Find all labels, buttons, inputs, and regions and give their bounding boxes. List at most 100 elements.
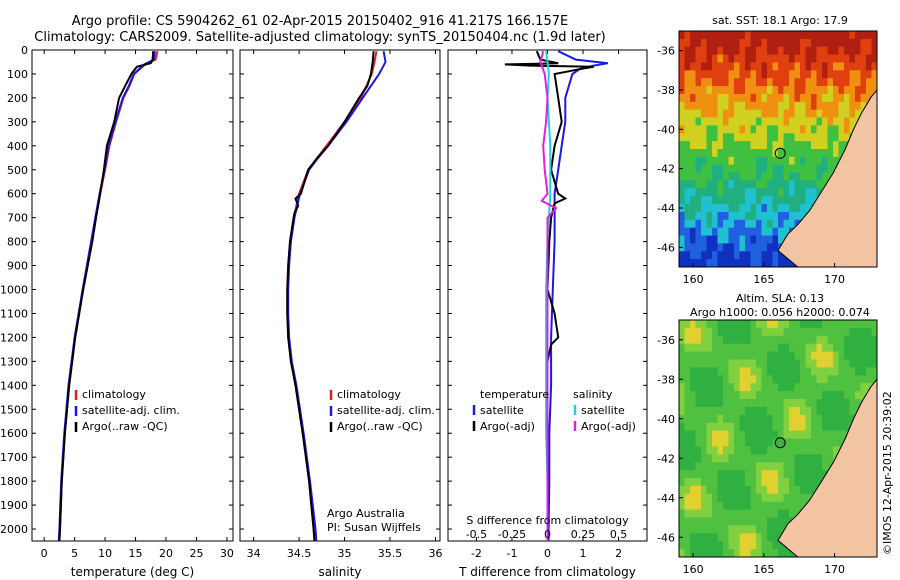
map-cell xyxy=(695,149,702,158)
map-cell xyxy=(772,517,779,526)
lat-tick-label: -36 xyxy=(657,334,675,347)
map-cell xyxy=(800,375,806,384)
map-cell xyxy=(756,227,762,237)
map-cell xyxy=(739,517,746,526)
map-cell xyxy=(811,454,817,463)
map-cell xyxy=(706,149,713,158)
map-cell xyxy=(816,462,823,471)
map-cell xyxy=(761,470,768,479)
x-tick-label: 2 xyxy=(615,547,622,560)
sst-map-title: sat. SST: 18.1 Argo: 17.9 xyxy=(712,14,848,27)
map-cell xyxy=(690,204,696,213)
lat-tick-label: -46 xyxy=(657,531,675,544)
map-cell xyxy=(800,335,806,345)
map-cell xyxy=(761,164,768,174)
map-cell xyxy=(833,109,839,119)
map-cell xyxy=(805,125,812,134)
map-cell xyxy=(717,172,724,181)
map-cell xyxy=(712,38,718,48)
map-cell xyxy=(756,375,762,384)
map-cell xyxy=(822,101,828,111)
map-cell xyxy=(778,399,784,408)
map-cell xyxy=(717,525,724,534)
map-cell xyxy=(767,454,773,463)
map-cell xyxy=(805,430,812,439)
map-cell xyxy=(712,86,718,95)
map-cell xyxy=(684,446,691,455)
map-cell xyxy=(822,438,828,447)
map-cell xyxy=(816,343,823,353)
map-cell xyxy=(745,493,751,503)
map-cell xyxy=(805,180,812,189)
map-cell xyxy=(822,31,828,40)
map-cell xyxy=(822,93,828,103)
map-cell xyxy=(827,359,834,368)
map-cell xyxy=(723,38,729,48)
map-cell xyxy=(811,78,817,87)
map-cell xyxy=(866,46,872,56)
map-cell xyxy=(706,493,713,503)
map-cell xyxy=(855,54,861,63)
map-cell xyxy=(690,227,696,237)
map-cell xyxy=(717,391,724,400)
map-cell xyxy=(822,406,828,416)
map-cell xyxy=(756,430,762,439)
x-tick-label: 34 xyxy=(247,547,261,560)
map-cell xyxy=(712,259,718,268)
map-cell xyxy=(805,196,812,205)
map-cell xyxy=(827,343,834,353)
map-cell xyxy=(871,327,878,337)
map-cell xyxy=(728,164,735,174)
map-cell xyxy=(844,62,850,71)
map-cell xyxy=(822,351,828,360)
map-cell xyxy=(855,46,861,56)
map-cell xyxy=(750,517,757,526)
map-cell xyxy=(690,541,696,550)
map-cell xyxy=(701,541,707,550)
map-cell xyxy=(712,251,718,260)
map-cell xyxy=(739,541,746,550)
map-cell xyxy=(860,375,867,384)
map-cell xyxy=(745,327,751,337)
map-cell xyxy=(772,501,779,511)
map-cell xyxy=(712,414,718,424)
map-cell xyxy=(684,93,691,103)
map-cell xyxy=(805,62,812,71)
map-cell xyxy=(778,414,784,424)
map-cell xyxy=(816,422,823,432)
map-cell xyxy=(706,172,713,181)
map-cell xyxy=(800,188,806,197)
map-cell xyxy=(805,46,812,56)
map-cell xyxy=(734,462,740,471)
map-cell xyxy=(745,430,751,439)
map-cell xyxy=(701,93,707,103)
map-cell xyxy=(783,101,790,111)
map-cell xyxy=(838,351,845,360)
map-cell xyxy=(761,196,768,205)
map-cell xyxy=(706,438,713,447)
map-cell xyxy=(690,46,696,56)
map-cell xyxy=(844,125,850,134)
map-cell xyxy=(723,235,729,244)
map-cell xyxy=(734,70,740,79)
map-cell xyxy=(712,493,718,503)
map-cell xyxy=(712,446,718,455)
map-cell xyxy=(745,164,751,174)
lon-tick-label: 170 xyxy=(824,563,845,576)
y-tick-label: 1500 xyxy=(0,403,28,416)
map-cell xyxy=(827,430,834,439)
map-cell xyxy=(728,133,735,142)
map-cell xyxy=(750,462,757,471)
map-cell xyxy=(772,478,779,487)
map-cell xyxy=(717,462,724,471)
map-cell xyxy=(849,86,856,95)
map-cell xyxy=(794,509,801,518)
map-cell xyxy=(767,343,773,353)
map-cell xyxy=(750,335,757,345)
map-cell xyxy=(778,101,784,111)
map-cell xyxy=(684,454,691,463)
map-cell xyxy=(789,117,795,126)
map-cell xyxy=(756,391,762,400)
map-cell xyxy=(783,485,790,495)
map-cell xyxy=(811,470,817,479)
